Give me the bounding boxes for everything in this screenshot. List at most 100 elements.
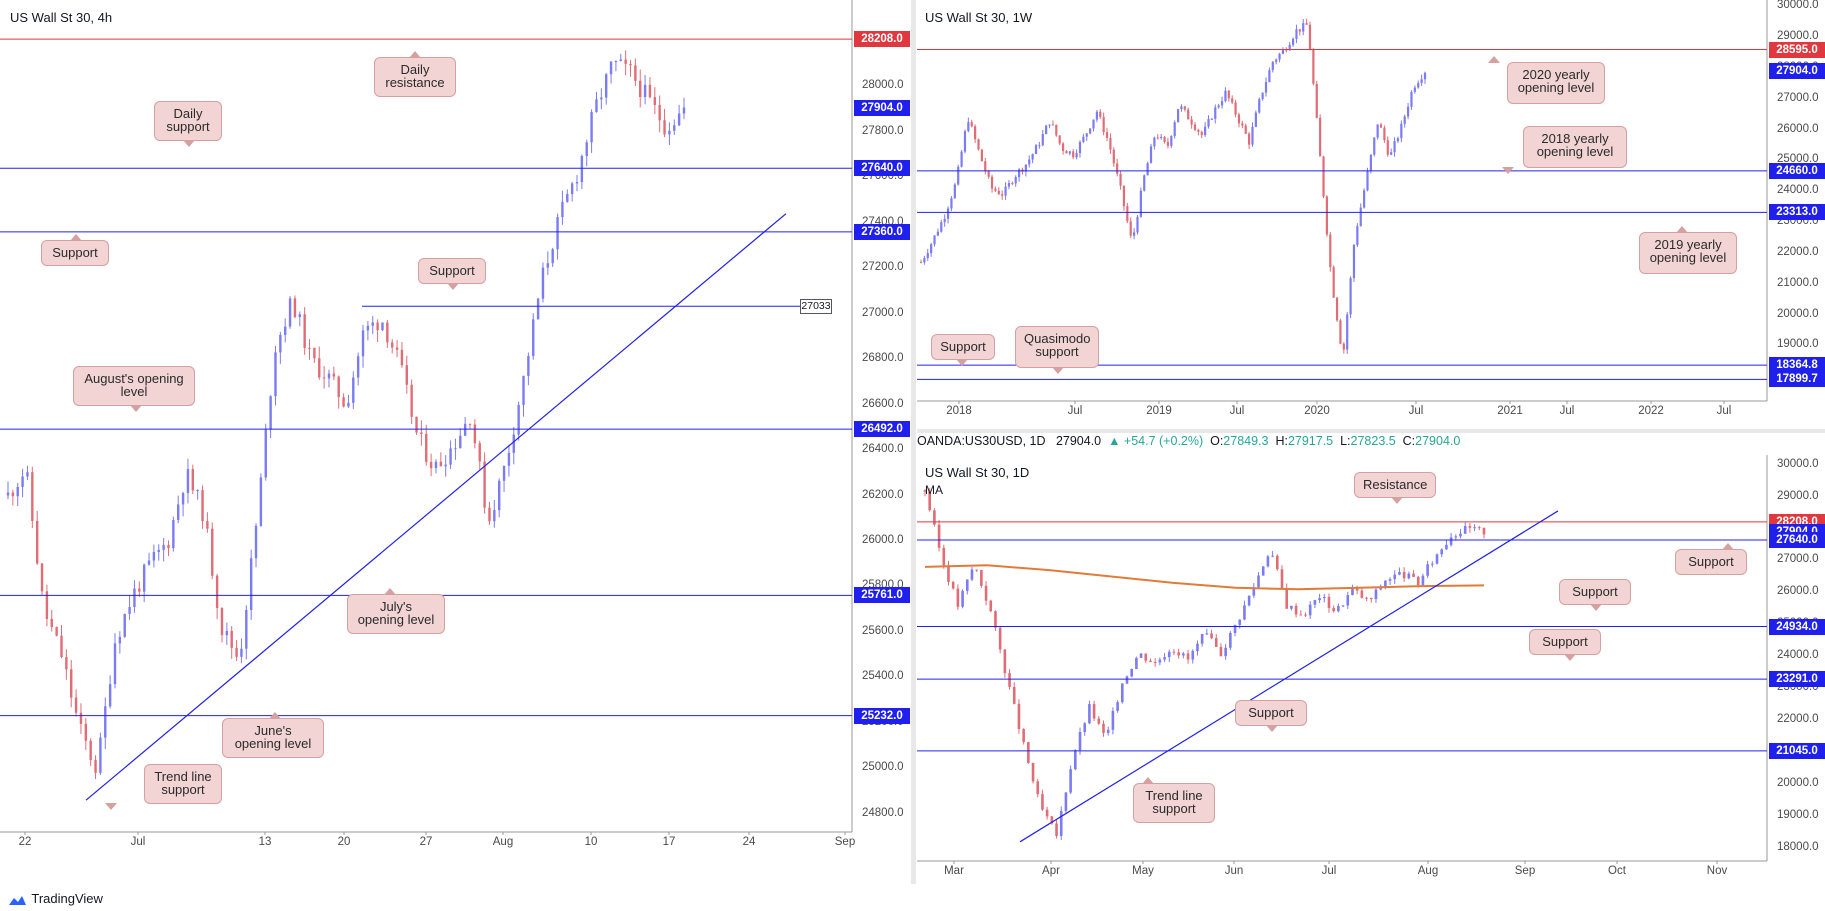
- w1-candle-body: [1116, 163, 1119, 174]
- d1-candle-body: [1463, 526, 1467, 534]
- w1-callout-0: 2020 yearly opening level: [1488, 56, 1605, 104]
- h4-candle-body: [318, 358, 321, 378]
- d1-candle-body: [1384, 580, 1387, 588]
- d1-callout-0: Resistance: [1354, 472, 1436, 504]
- w1-candle-body: [1089, 128, 1092, 134]
- h4-candle-body: [298, 314, 301, 318]
- high-value: 27917.5: [1287, 434, 1334, 448]
- h4-candle-body: [288, 298, 292, 327]
- price-change: ▲ +54.7 (+0.2%): [1108, 434, 1204, 448]
- d1-chart-panel[interactable]: US Wall St 30, 1D MA 30000.029000.028000…: [917, 455, 1825, 884]
- d1-candle-body: [1224, 647, 1227, 657]
- d1-candle-body: [1252, 587, 1256, 596]
- d1-candle-body: [1210, 633, 1213, 639]
- h4-chart-canvas[interactable]: [0, 0, 910, 852]
- h4-chart-panel[interactable]: US Wall St 30, 4h 28000.0 27800.0 27600.0 2…: [0, 0, 910, 852]
- w1-chart-panel[interactable]: US Wall St 30, 1W 30000.029000.028000.02…: [917, 0, 1825, 428]
- symbol-name[interactable]: OANDA:US30USD, 1D: [917, 434, 1046, 448]
- w1-candle-body: [1095, 111, 1098, 120]
- h4-candle-body: [502, 465, 506, 481]
- h4-callout-3: Support: [418, 258, 486, 290]
- h4-candle-body: [11, 492, 15, 497]
- h4-candle-body: [147, 560, 151, 565]
- d1-price-label: 21045.0: [1769, 742, 1825, 759]
- h4-candle-body: [497, 480, 501, 511]
- h4-candle-body: [79, 712, 83, 724]
- d1-candle-body: [1111, 710, 1115, 730]
- w1-candle-body: [1420, 79, 1423, 84]
- w1-candle-body: [1271, 61, 1274, 71]
- h4-candle-body: [361, 330, 365, 357]
- h4-x-tick-label: 27: [419, 836, 433, 848]
- d1-candle-body: [1365, 597, 1368, 599]
- w1-candle-body: [1139, 190, 1142, 217]
- w1-candle-body: [1224, 90, 1227, 102]
- w1-candle-body: [1102, 116, 1105, 133]
- tradingview-logo[interactable]: TradingView: [6, 891, 103, 906]
- h4-candle-body: [60, 635, 63, 658]
- w1-price-label: 24660.0: [1769, 162, 1825, 179]
- d1-candle-body: [1106, 729, 1110, 733]
- callout-pointer: [1564, 654, 1576, 661]
- w1-candle-body: [1173, 122, 1176, 137]
- d1-candle-body: [1083, 723, 1087, 732]
- vertical-divider[interactable]: [911, 0, 916, 884]
- d1-callout-3: Support: [1529, 629, 1601, 661]
- d1-y-tick-label: 20000.0: [1777, 777, 1819, 790]
- w1-candle-body: [1308, 24, 1312, 50]
- h4-x-tick-label: 13: [258, 836, 272, 848]
- h4-candle-body: [653, 97, 657, 105]
- d1-candle-body: [1050, 816, 1054, 824]
- w1-price-label: 23313.0: [1769, 204, 1825, 221]
- d1-y-tick-label: 19000.0: [1777, 809, 1819, 822]
- close-label: C:: [1402, 434, 1416, 448]
- w1-candle-body: [1082, 136, 1085, 142]
- w1-candle-body: [953, 184, 956, 199]
- w1-callout-3: Support: [931, 334, 995, 366]
- tradingview-logo-text: TradingView: [31, 891, 103, 906]
- d1-candle-body: [923, 490, 927, 492]
- h4-candle-body: [439, 461, 443, 467]
- h4-x-tick-label: 10: [584, 836, 598, 848]
- d1-candle-body: [1459, 533, 1462, 537]
- w1-candle-body: [1349, 278, 1352, 315]
- w1-price-label: 18364.8: [1769, 357, 1825, 374]
- d1-y-tick-label: 29000.0: [1777, 489, 1819, 502]
- h4-candle-body: [45, 591, 49, 619]
- d1-x-tick-label: Jul: [1321, 865, 1337, 877]
- h4-candle-body: [70, 669, 73, 698]
- d1-candle-body: [928, 491, 931, 511]
- h4-candle-body: [74, 697, 78, 713]
- h4-candle-body: [400, 349, 404, 366]
- w1-candle-body: [1302, 23, 1305, 32]
- h4-candle-body: [512, 434, 515, 453]
- d1-y-tick-label: 30000.0: [1777, 457, 1819, 470]
- h4-candle-body: [235, 647, 238, 657]
- w1-candle-body: [1406, 106, 1410, 117]
- h4-candle-body: [614, 61, 618, 63]
- d1-candle-body: [1416, 576, 1420, 585]
- d1-candle-body: [1163, 657, 1166, 660]
- h4-candle-body: [162, 544, 165, 550]
- w1-candle-body: [1352, 245, 1356, 279]
- ma-indicator-label[interactable]: MA: [925, 483, 943, 497]
- w1-candle-body: [1204, 126, 1207, 136]
- h4-y-tick-label: 28000.0: [862, 79, 904, 92]
- w1-chart-title: US Wall St 30, 1W: [925, 10, 1033, 25]
- d1-chart-canvas[interactable]: [917, 455, 1825, 884]
- w1-chart-canvas[interactable]: [917, 0, 1825, 428]
- w1-candle-body: [933, 235, 936, 245]
- d1-candle-body: [1346, 595, 1350, 606]
- w1-candle-body: [997, 190, 1000, 195]
- d1-candle-body: [1261, 566, 1265, 576]
- h4-candle-body: [541, 267, 545, 299]
- d1-candle-body: [994, 611, 997, 628]
- w1-x-tick-label: Jul: [1229, 405, 1245, 417]
- w1-candle-body: [1413, 87, 1416, 92]
- w1-candle-body: [1403, 116, 1406, 124]
- d1-candle-body: [1468, 526, 1472, 528]
- w1-candle-body: [1285, 49, 1288, 51]
- w1-x-tick-label: Jul: [1559, 405, 1575, 417]
- open-label: O:: [1210, 434, 1224, 448]
- horizontal-divider[interactable]: [917, 429, 1825, 433]
